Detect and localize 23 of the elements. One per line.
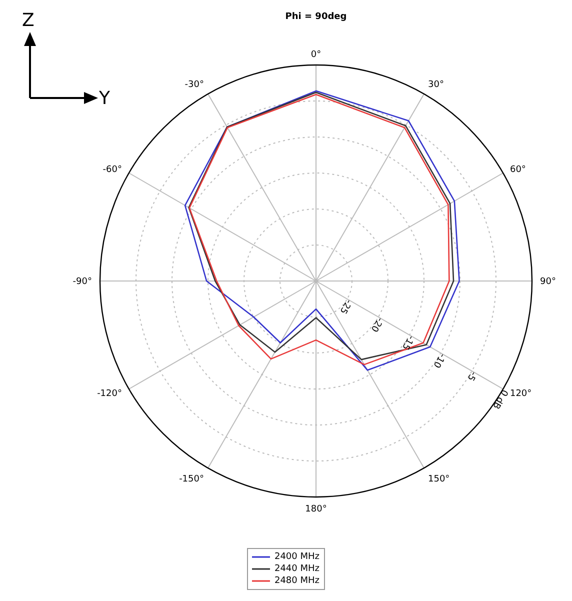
y-tick-label: -5 xyxy=(464,370,478,382)
spoke-label: 90° xyxy=(540,277,556,288)
y-tick-label: -20 xyxy=(368,316,384,334)
spoke-label: 60° xyxy=(510,165,526,176)
legend-label: 2440 MHz xyxy=(274,563,320,575)
spoke-label: 120° xyxy=(510,389,532,400)
legend-label: 2400 MHz xyxy=(274,551,320,563)
y-tick-label: -25 xyxy=(337,298,354,316)
legend-label: 2480 MHz xyxy=(274,575,320,587)
spoke-label: -120° xyxy=(97,389,122,400)
spoke-label: -150° xyxy=(179,474,204,484)
y-tick-label: -15 xyxy=(400,334,416,352)
text: Z xyxy=(22,10,34,31)
spoke-label: -60° xyxy=(102,165,122,176)
spoke-label: 150° xyxy=(428,474,450,484)
spoke-label: 0° xyxy=(310,50,322,60)
chart-title: Phi = 90deg xyxy=(285,12,347,22)
spoke-label: -90° xyxy=(72,277,92,288)
text: Y xyxy=(99,88,110,109)
spoke-label: 180° xyxy=(305,504,327,514)
spoke-label: 30° xyxy=(428,80,444,90)
spoke-label: -30° xyxy=(184,80,204,90)
y-tick-label: -10 xyxy=(430,352,447,370)
